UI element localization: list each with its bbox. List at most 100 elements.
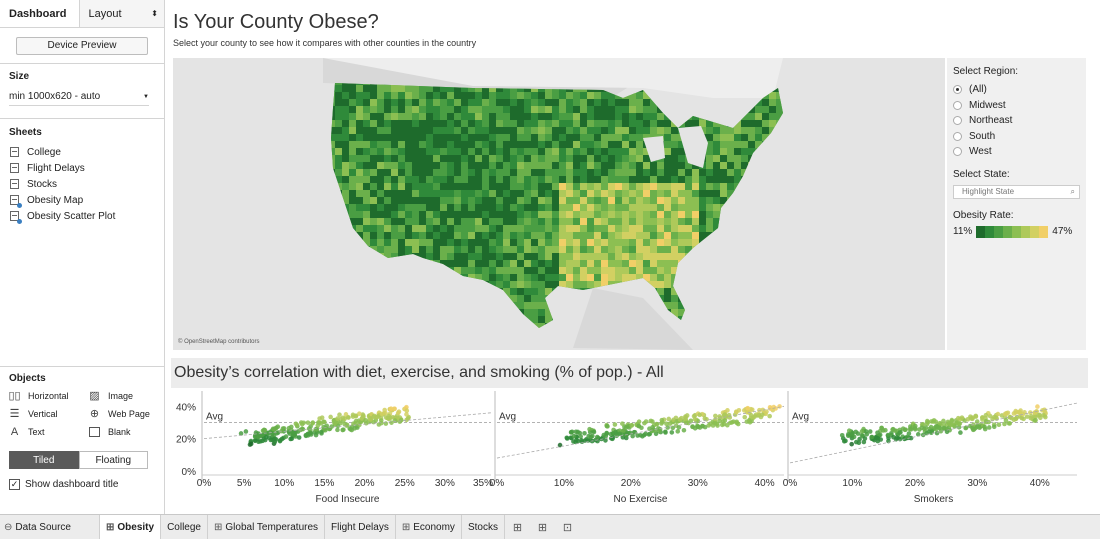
county-cell[interactable] <box>349 211 356 218</box>
county-cell[interactable] <box>398 127 405 134</box>
county-cell[interactable] <box>503 288 510 295</box>
county-cell[interactable] <box>447 99 454 106</box>
county-cell[interactable] <box>545 225 552 232</box>
county-cell[interactable] <box>447 197 454 204</box>
scatter-point[interactable] <box>310 420 316 425</box>
county-cell[interactable] <box>349 162 356 169</box>
county-cell[interactable] <box>468 106 475 113</box>
county-cell[interactable] <box>482 155 489 162</box>
county-cell[interactable] <box>510 232 517 239</box>
county-cell[interactable] <box>636 183 643 190</box>
county-cell[interactable] <box>566 127 573 134</box>
county-cell[interactable] <box>342 85 349 92</box>
county-cell[interactable] <box>692 120 699 127</box>
county-cell[interactable] <box>545 99 552 106</box>
county-cell[interactable] <box>531 127 538 134</box>
radio-icon[interactable] <box>953 147 962 157</box>
new-dashboard-icon[interactable]: ⊞ <box>537 521 548 534</box>
county-cell[interactable] <box>475 113 482 120</box>
scatter-point[interactable] <box>951 423 957 428</box>
county-cell[interactable] <box>356 92 363 99</box>
county-cell[interactable] <box>594 267 601 274</box>
county-cell[interactable] <box>342 190 349 197</box>
county-cell[interactable] <box>706 169 713 176</box>
county-cell[interactable] <box>419 211 426 218</box>
county-cell[interactable] <box>475 218 482 225</box>
county-cell[interactable] <box>489 113 496 120</box>
scatter-point[interactable] <box>983 412 989 418</box>
county-cell[interactable] <box>636 246 643 253</box>
county-cell[interactable] <box>608 92 615 99</box>
county-cell[interactable] <box>776 113 783 120</box>
scatter-point[interactable] <box>271 433 277 438</box>
county-cell[interactable] <box>433 218 440 225</box>
county-cell[interactable] <box>643 148 650 155</box>
county-cell[interactable] <box>433 120 440 127</box>
county-cell[interactable] <box>685 246 692 253</box>
county-cell[interactable] <box>601 260 608 267</box>
county-cell[interactable] <box>426 218 433 225</box>
county-cell[interactable] <box>559 113 566 120</box>
county-cell[interactable] <box>391 225 398 232</box>
county-cell[interactable] <box>671 204 678 211</box>
scatter-point[interactable] <box>404 412 409 417</box>
county-cell[interactable] <box>440 225 447 232</box>
county-cell[interactable] <box>440 169 447 176</box>
county-cell[interactable] <box>503 169 510 176</box>
county-cell[interactable] <box>552 239 559 246</box>
county-cell[interactable] <box>510 99 517 106</box>
county-cell[interactable] <box>433 127 440 134</box>
county-cell[interactable] <box>601 267 608 274</box>
county-cell[interactable] <box>573 225 580 232</box>
county-cell[interactable] <box>328 127 335 134</box>
county-cell[interactable] <box>510 288 517 295</box>
county-cell[interactable] <box>363 232 370 239</box>
county-cell[interactable] <box>412 92 419 99</box>
county-cell[interactable] <box>384 99 391 106</box>
tab-layout[interactable]: Layout ⬍ <box>79 0 164 27</box>
county-cell[interactable] <box>720 162 727 169</box>
county-cell[interactable] <box>454 120 461 127</box>
county-cell[interactable] <box>748 113 755 120</box>
county-cell[interactable] <box>524 274 531 281</box>
county-cell[interactable] <box>538 253 545 260</box>
county-cell[interactable] <box>545 120 552 127</box>
county-cell[interactable] <box>454 134 461 141</box>
county-cell[interactable] <box>769 127 776 134</box>
county-cell[interactable] <box>335 155 342 162</box>
county-cell[interactable] <box>482 176 489 183</box>
county-cell[interactable] <box>671 218 678 225</box>
county-cell[interactable] <box>363 204 370 211</box>
county-cell[interactable] <box>657 239 664 246</box>
scatter-point[interactable] <box>317 416 322 421</box>
county-cell[interactable] <box>363 218 370 225</box>
county-cell[interactable] <box>398 141 405 148</box>
county-cell[interactable] <box>461 211 468 218</box>
county-cell[interactable] <box>524 218 531 225</box>
scatter-point[interactable] <box>931 419 936 424</box>
county-cell[interactable] <box>510 204 517 211</box>
county-cell[interactable] <box>531 169 538 176</box>
county-cell[interactable] <box>454 148 461 155</box>
county-cell[interactable] <box>573 127 580 134</box>
county-cell[interactable] <box>517 253 524 260</box>
county-cell[interactable] <box>349 204 356 211</box>
county-cell[interactable] <box>580 183 587 190</box>
county-cell[interactable] <box>482 246 489 253</box>
county-cell[interactable] <box>426 106 433 113</box>
county-cell[interactable] <box>762 99 769 106</box>
county-cell[interactable] <box>377 183 384 190</box>
scatter-point[interactable] <box>289 436 295 442</box>
county-cell[interactable] <box>559 232 566 239</box>
county-cell[interactable] <box>538 260 545 267</box>
county-cell[interactable] <box>601 148 608 155</box>
county-cell[interactable] <box>482 148 489 155</box>
sheet-item[interactable]: Flight Delays <box>0 160 164 176</box>
county-cell[interactable] <box>517 197 524 204</box>
county-cell[interactable] <box>671 288 678 295</box>
county-cell[interactable] <box>482 92 489 99</box>
county-cell[interactable] <box>671 260 678 267</box>
county-cell[interactable] <box>720 183 727 190</box>
county-cell[interactable] <box>496 218 503 225</box>
county-cell[interactable] <box>412 211 419 218</box>
